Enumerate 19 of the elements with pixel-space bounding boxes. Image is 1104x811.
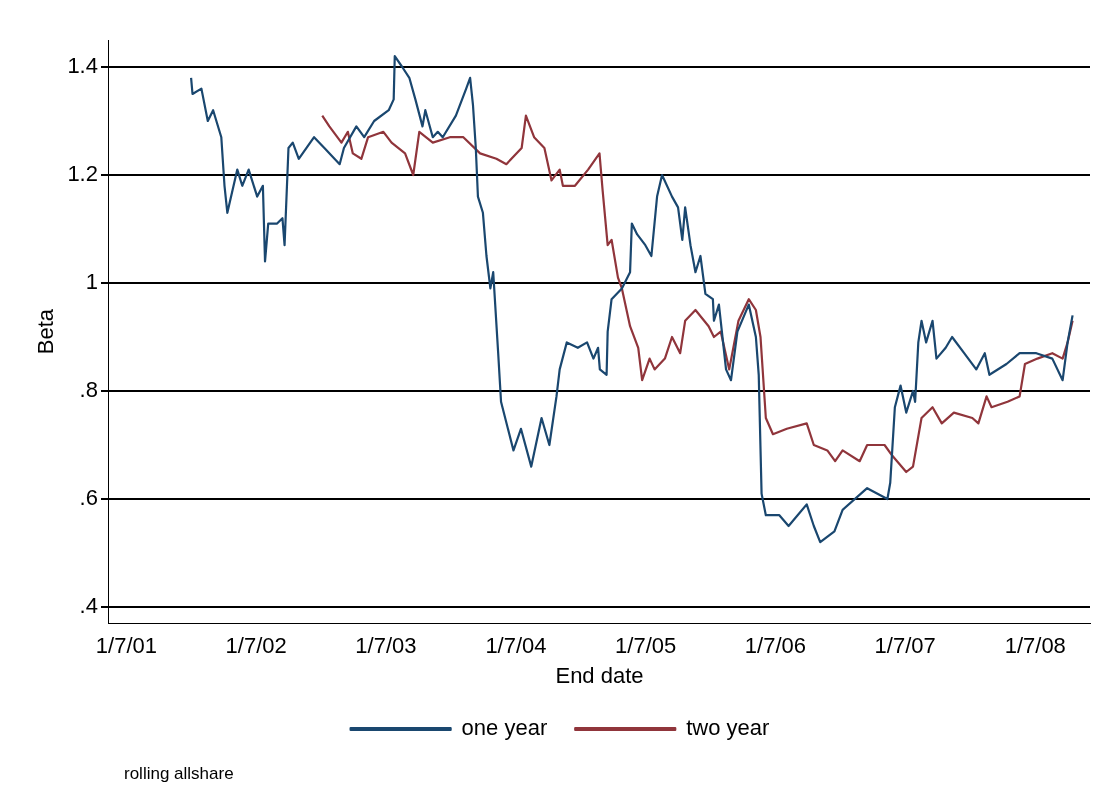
x-tick-label: 1/7/05 xyxy=(615,633,677,659)
text: rolling allshare xyxy=(124,764,234,784)
x-tick-label: 1/7/06 xyxy=(744,633,807,659)
legend-label: one year xyxy=(461,715,548,741)
x-tick-label: 1/7/03 xyxy=(355,633,417,659)
y-tick-label: 1 xyxy=(85,269,98,295)
x-tick-label: 1/7/02 xyxy=(225,633,287,659)
y-tick-label: 1.2 xyxy=(67,161,98,187)
y-tick-label: .6 xyxy=(79,485,98,511)
y-tick-label: 1.4 xyxy=(67,53,98,79)
legend-label: two year xyxy=(686,715,770,741)
x-tick-label: 1/7/08 xyxy=(1004,633,1066,659)
x-tick-label: 1/7/07 xyxy=(874,633,936,659)
x-tick-label: 1/7/04 xyxy=(485,633,547,659)
y-tick-label: .8 xyxy=(79,377,98,403)
x-tick-label: 1/7/01 xyxy=(95,633,157,659)
y-tick-label: .4 xyxy=(79,593,98,619)
y-axis-title: Beta xyxy=(33,308,59,355)
x-axis-title: End date xyxy=(555,662,644,688)
